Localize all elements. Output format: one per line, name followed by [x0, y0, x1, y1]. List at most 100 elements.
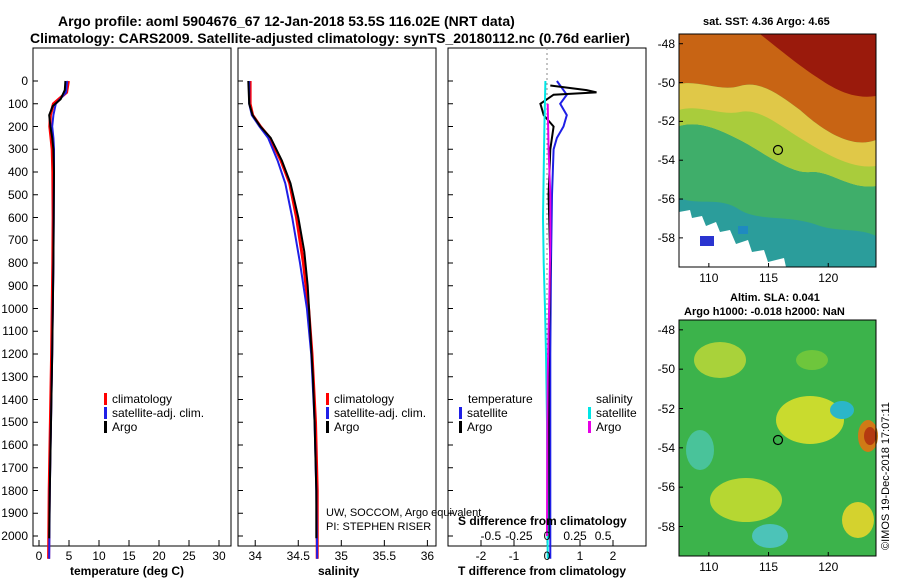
series-line-salinity-argo	[546, 103, 552, 537]
depth-tick-label: 1300	[1, 369, 28, 384]
legend-satellite: satellite-adj. clim.	[112, 406, 205, 420]
map-lon-label: 115	[758, 271, 779, 285]
sst-map-title: sat. SST: 4.36 Argo: 4.65	[703, 16, 830, 28]
depth-tick-label: 500	[7, 187, 28, 202]
map-lat-label: -48	[657, 36, 675, 51]
difference-xlabel: T difference from climatology	[458, 564, 627, 578]
depth-tick-label: 700	[7, 233, 28, 248]
legend-swatch-sal-argo	[588, 421, 591, 433]
map-lon-label: 115	[758, 560, 779, 574]
depth-tick-label: 800	[7, 256, 28, 270]
legend-swatch-climatology	[104, 393, 107, 405]
map-lat-label: -56	[657, 480, 675, 495]
top-tick-label: -0.25	[505, 529, 533, 543]
depth-tick-label: 100	[7, 96, 28, 111]
depth-tick-label: 2000	[1, 529, 28, 543]
depth-tick-label: 300	[7, 142, 28, 157]
sla-blob	[796, 350, 828, 370]
legend-swatch-sal-satellite	[588, 407, 591, 419]
series-line-argo	[247, 80, 318, 539]
depth-tick-label: 1000	[1, 301, 28, 316]
difference-xlabel-top: S difference from climatology	[458, 514, 627, 528]
legend-sal-argo: Argo	[596, 420, 622, 434]
depth-tick-label: 1100	[2, 324, 28, 339]
depth-tick-label: 1600	[1, 438, 28, 452]
salinity-xlabel: salinity	[318, 564, 360, 578]
sst-cloud-mask	[679, 210, 786, 267]
legend-temp-satellite: satellite	[467, 406, 508, 420]
x-tick-label: -2	[475, 549, 487, 563]
map-lat-label: -48	[657, 322, 675, 337]
annotation-line-2: PI: STEPHEN RISER	[326, 521, 432, 533]
title-line-1: Argo profile: aoml 5904676_67 12-Jan-201…	[58, 13, 515, 29]
x-tick-label: -1	[508, 549, 520, 563]
temperature-panel	[32, 47, 232, 547]
x-tick-label: 0	[543, 549, 551, 563]
depth-tick-label: 1800	[1, 483, 28, 498]
map-lat-label: -58	[657, 519, 675, 534]
x-tick-label: 1	[576, 549, 584, 563]
annotation-line-1: UW, SOCCOM, Argo equivalent	[326, 507, 482, 519]
sst-hot-region	[760, 34, 876, 97]
sla-blob	[830, 401, 854, 419]
depth-tick-label: 400	[7, 165, 28, 179]
depth-tick-label: 200	[7, 119, 28, 134]
top-tick-label: 0	[543, 529, 551, 543]
sla-map[interactable]	[678, 319, 878, 557]
depth-tick-label: 600	[7, 210, 28, 225]
map-lat-label: -56	[657, 192, 675, 207]
sla-blob	[842, 502, 874, 538]
map-lat-label: -52	[657, 114, 675, 129]
map-lon-label: 120	[818, 560, 839, 574]
map-lat-label: -58	[657, 230, 675, 245]
legend-temp-argo: Argo	[467, 420, 493, 434]
x-tick-label: 30	[212, 549, 226, 563]
legend-swatch-satellite	[326, 407, 329, 419]
legend-title-salinity: salinity	[596, 392, 633, 406]
x-tick-label: 25	[182, 549, 196, 563]
credit-label: ©IMOS 19-Dec-2018 17:07:11	[880, 402, 892, 550]
legend-argo: Argo	[112, 420, 138, 434]
x-tick-label: 34.5	[286, 549, 310, 563]
top-tick-label: 0.5	[594, 529, 612, 543]
map-lon-label: 120	[818, 271, 839, 285]
x-tick-label: 15	[122, 549, 136, 563]
sst-mid-region-2	[679, 108, 876, 187]
legend-swatch-argo	[326, 421, 329, 433]
x-tick-label: 10	[92, 549, 106, 563]
argo-float-marker	[772, 144, 784, 156]
depth-tick-label: 1500	[1, 415, 28, 430]
x-tick-label: 2	[609, 549, 617, 563]
title-line-2: Climatology: CARS2009. Satellite-adjuste…	[30, 30, 630, 46]
depth-tick-label: 1200	[1, 347, 28, 361]
top-tick-label: -0.5	[480, 529, 502, 543]
legend-swatch-temp-argo	[459, 421, 462, 433]
map-lon-label: 110	[699, 271, 719, 285]
series-line-temperature-satellite	[549, 80, 569, 559]
sst-map[interactable]	[678, 33, 877, 268]
depth-tick-label: 1400	[1, 392, 28, 407]
sla-map-title-1: Altim. SLA: 0.041	[730, 292, 820, 304]
salinity-panel	[237, 47, 437, 547]
legend-swatch-satellite	[104, 407, 107, 419]
x-tick-label: 36	[420, 549, 435, 563]
legend-sal-satellite: satellite	[596, 406, 637, 420]
sla-blob	[776, 396, 844, 444]
depth-tick-label: 1700	[1, 460, 28, 475]
sla-blob	[694, 342, 746, 378]
sla-high-anomaly	[864, 427, 876, 445]
sst-cold-patch	[700, 236, 714, 246]
top-tick-label: 0.25	[563, 529, 587, 543]
depth-tick-label: 900	[7, 278, 28, 293]
x-tick-label: 0	[35, 549, 43, 563]
x-tick-label: 34	[248, 549, 262, 563]
map-lat-label: -50	[657, 75, 675, 90]
map-lat-label: -54	[657, 153, 675, 168]
map-lon-label: 110	[699, 560, 719, 574]
sla-map-title-2: Argo h1000: -0.018 h2000: NaN	[684, 306, 845, 318]
argo-float-marker	[772, 434, 784, 446]
x-tick-label: 35	[334, 549, 348, 563]
temperature-xlabel: temperature (deg C)	[70, 564, 185, 578]
depth-tick-label: 1900	[1, 506, 28, 521]
